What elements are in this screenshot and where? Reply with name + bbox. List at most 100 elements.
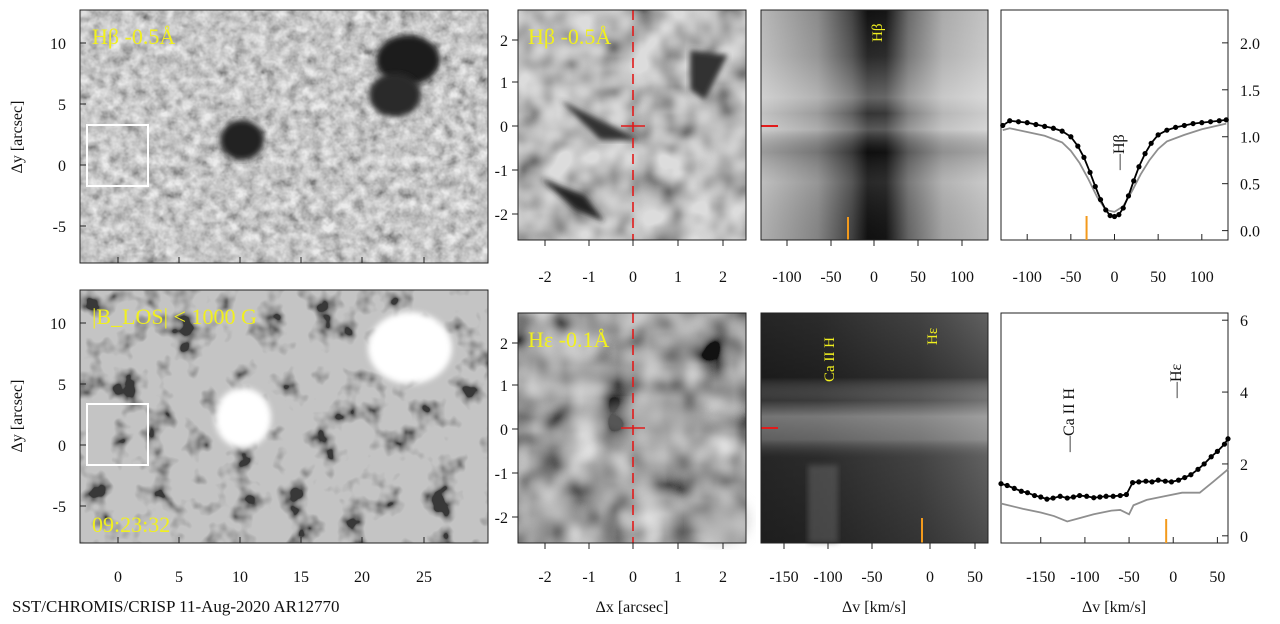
profile-point xyxy=(1142,151,1148,157)
context-image-bottom: |B_LOS| < 1000 G 09:23:32 xyxy=(79,289,489,544)
profile-plot-top: —Hβ xyxy=(1000,9,1229,241)
profile-bottom-line-label-1: —Ca II H xyxy=(1061,388,1078,453)
profile-plot-bottom: —Ca II H —Hε xyxy=(998,312,1231,544)
profile-bottom-line-label-2: —Hε xyxy=(1168,363,1185,399)
zoom-xtick-label: 0 xyxy=(629,269,637,286)
profile-point xyxy=(1131,178,1137,184)
spec-bottom-xtick-label: 0 xyxy=(926,569,934,586)
context-top-label: Hβ -0.5Å xyxy=(92,24,175,49)
profile-ytick-label: 0.0 xyxy=(1240,224,1260,241)
profile-point xyxy=(1070,494,1077,500)
profile-point xyxy=(1188,472,1194,478)
zoom-xtick-label: -1 xyxy=(582,569,595,586)
profile-series-reference xyxy=(1002,122,1227,213)
zoom-xtick-label: -2 xyxy=(538,569,551,586)
profile-point xyxy=(1097,197,1104,203)
ctx-ytick-label: 0 xyxy=(58,158,66,175)
zoom-xtick-label: -2 xyxy=(538,269,551,286)
spec-top-xtick-label: 50 xyxy=(910,269,926,286)
profile-point xyxy=(1207,119,1214,125)
spec-bottom-xtick-label: -100 xyxy=(813,569,842,586)
profile-ytick-label: 0 xyxy=(1240,529,1248,546)
zoom-xtick-label: 1 xyxy=(674,569,682,586)
zoom-ytick-label: -2 xyxy=(495,510,508,527)
profile-xtick-label: 0 xyxy=(1169,569,1177,586)
profile-xtick-label: -150 xyxy=(1026,569,1055,586)
ctx-xtick-label: 25 xyxy=(416,569,432,586)
profile-point xyxy=(1136,164,1142,170)
profile-point xyxy=(1107,212,1113,219)
spec-top-xtick-label: -50 xyxy=(820,269,841,286)
profile-point xyxy=(1225,436,1231,442)
context-image-top: Hβ -0.5Å xyxy=(79,9,489,264)
profile-point xyxy=(1111,213,1118,220)
profile-point xyxy=(1136,479,1142,485)
profile-point xyxy=(1064,495,1070,501)
spectrum-bottom-line-label-1: Ca II H xyxy=(822,337,838,382)
profile-point xyxy=(1199,120,1205,126)
ctx-ytick-label: -5 xyxy=(53,219,66,236)
profile-point xyxy=(1164,127,1170,133)
profile-point xyxy=(1195,466,1201,472)
zoom-xtick-label: 2 xyxy=(719,269,727,286)
spec-top-xtick-label: -100 xyxy=(772,269,801,286)
zoom-image-bottom: Hε -0.1Å xyxy=(517,312,750,545)
spectrum-image-top: Hβ xyxy=(760,9,989,241)
profile-point xyxy=(1075,143,1081,149)
profile-xtick-label: 0 xyxy=(1111,269,1119,286)
roi-box-top xyxy=(86,124,149,187)
context-bottom-label: |B_LOS| < 1000 G xyxy=(92,304,257,329)
profile-point xyxy=(1007,118,1013,124)
profile-xtick-label: -50 xyxy=(1060,269,1081,286)
zoom-ytick-label: 2 xyxy=(500,33,508,50)
profile-axes: 2.0 1.5 1.0 0.5 0.0 -100 -50 0 50 100 6 4 2 0 -150 -100… xyxy=(1013,36,1260,586)
ctx-ytick-label: 5 xyxy=(58,97,66,114)
spec-bottom-xtick-label: -150 xyxy=(769,569,798,586)
profile-xlabel: Δv [km/s] xyxy=(1082,599,1146,616)
profile-point xyxy=(1208,454,1214,460)
spec-top-xtick-label: 100 xyxy=(950,269,974,286)
profile-point xyxy=(1004,482,1010,489)
profile-point xyxy=(1175,477,1182,483)
profile-point xyxy=(1033,121,1039,128)
profile-point xyxy=(1116,212,1122,218)
zoom-xtick-label: 0 xyxy=(629,569,637,586)
zoom-image-top: Hβ -0.5Å xyxy=(517,9,747,241)
profile-point xyxy=(1162,478,1168,484)
profile-xtick-label: 50 xyxy=(1209,569,1225,586)
profile-point xyxy=(1087,169,1093,176)
profile-series-reference xyxy=(1000,468,1229,523)
profile-xtick-label: -100 xyxy=(1013,269,1042,286)
profile-point xyxy=(1181,122,1187,129)
figure-credit: SST/CHROMIS/CRISP 11-Aug-2020 AR12770 xyxy=(12,597,340,616)
ctx-ytick-label: 0 xyxy=(58,438,66,455)
profile-ytick-label: 2 xyxy=(1240,457,1248,474)
profile-point xyxy=(1214,448,1221,454)
profile-xtick-label: -50 xyxy=(1118,569,1139,586)
zoom-top-label: Hβ -0.5Å xyxy=(528,24,611,49)
timestamp: 09:23:32 xyxy=(92,512,170,537)
zoom-ytick-label: 1 xyxy=(500,378,508,395)
ctx-ytick-label: 10 xyxy=(50,316,66,333)
spec-bottom-xtick-label: 50 xyxy=(967,569,983,586)
zoom-ytick-label: -2 xyxy=(495,207,508,224)
profile-point xyxy=(1057,493,1063,499)
profile-point xyxy=(998,481,1004,487)
zoom-xlabel: Δx [arcsec] xyxy=(596,599,669,616)
ctx-ytick-label: 5 xyxy=(58,377,66,394)
roi-box-bottom xyxy=(86,403,149,466)
profile-point xyxy=(1050,125,1056,131)
profile-point xyxy=(1015,119,1022,125)
profile-point xyxy=(1130,480,1136,486)
zoom-ytick-label: 0 xyxy=(500,119,508,136)
zoom-ytick-label: -1 xyxy=(495,163,508,180)
ctx-ytick-label: 10 xyxy=(50,36,66,53)
profile-xtick-label: 100 xyxy=(1190,269,1214,286)
spectrum-top-line-label: Hβ xyxy=(870,24,886,42)
profile-point xyxy=(1050,495,1056,501)
spec-top-xtick-label: 0 xyxy=(870,269,878,286)
profile-ytick-label: 4 xyxy=(1240,385,1248,402)
zoom-ytick-label: 2 xyxy=(500,336,508,353)
profile-point xyxy=(1190,120,1196,127)
